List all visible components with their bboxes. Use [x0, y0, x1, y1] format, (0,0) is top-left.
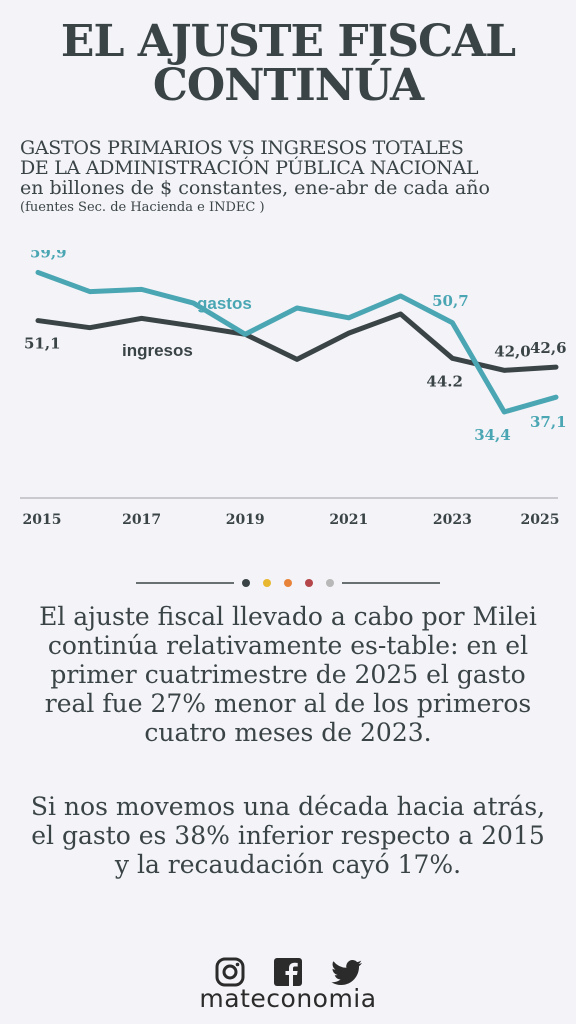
data-label: 44.2 [426, 372, 463, 390]
subtitle-line-3: en billones de $ constantes, ene-abr de … [20, 177, 490, 199]
separator-dot [263, 579, 271, 587]
data-label: 42,0 [494, 342, 531, 360]
separator-dot [284, 579, 292, 587]
brand-logo-text: mateconomia [199, 984, 377, 1013]
series-line-ingresos [35, 311, 559, 373]
subtitle-line-1: GASTOS PRIMARIOS VS INGRESOS TOTALES [20, 137, 464, 159]
data-label: 50,7 [432, 292, 469, 310]
series-name-gastos: gastos [197, 294, 252, 313]
facebook-icon[interactable] [272, 956, 304, 988]
x-tick-label: 2021 [329, 512, 368, 528]
separator-dot [326, 579, 334, 587]
body-paragraph-1: El ajuste fiscal llevado a cabo por Mile… [39, 602, 537, 747]
separator-dot [242, 579, 250, 587]
page-title: EL AJUSTE FISCAL CONTINÚA [0, 20, 576, 108]
social-links [0, 956, 576, 988]
x-tick-label: 2019 [226, 512, 265, 528]
chart-source: (fuentes Sec. de Hacienda e INDEC ) [20, 200, 265, 215]
title-line-2: CONTINÚA [152, 60, 424, 111]
data-label: 42,6 [530, 339, 567, 357]
line-chart: 2015 2017 2019 2021 2023 2025 gastos ingresos 59… [20, 250, 567, 528]
x-tick-label: 2017 [122, 512, 161, 528]
data-label: 59,9 [30, 250, 67, 261]
data-label: 34,4 [474, 426, 511, 444]
chart-subtitle: GASTOS PRIMARIOS VS INGRESOS TOTALES DE … [20, 138, 560, 218]
title-line-1: EL AJUSTE FISCAL [60, 16, 516, 67]
data-label: 51,1 [24, 335, 61, 353]
decorative-separator [136, 579, 440, 587]
series-name-ingresos: ingresos [122, 341, 193, 360]
x-tick-label: 2015 [23, 512, 62, 528]
twitter-icon[interactable] [330, 956, 362, 988]
instagram-icon[interactable] [214, 956, 246, 988]
subtitle-line-2: DE LA ADMINISTRACIÓN PÚBLICA NACIONAL [20, 157, 479, 179]
x-tick-label: 2023 [433, 512, 472, 528]
data-label: 37,1 [530, 413, 567, 431]
separator-dot [305, 579, 313, 587]
series-line-gastos [35, 269, 559, 415]
body-paragraph-2: Si nos movemos una década hacia atrás, e… [30, 792, 546, 879]
x-tick-label: 2025 [521, 512, 560, 528]
